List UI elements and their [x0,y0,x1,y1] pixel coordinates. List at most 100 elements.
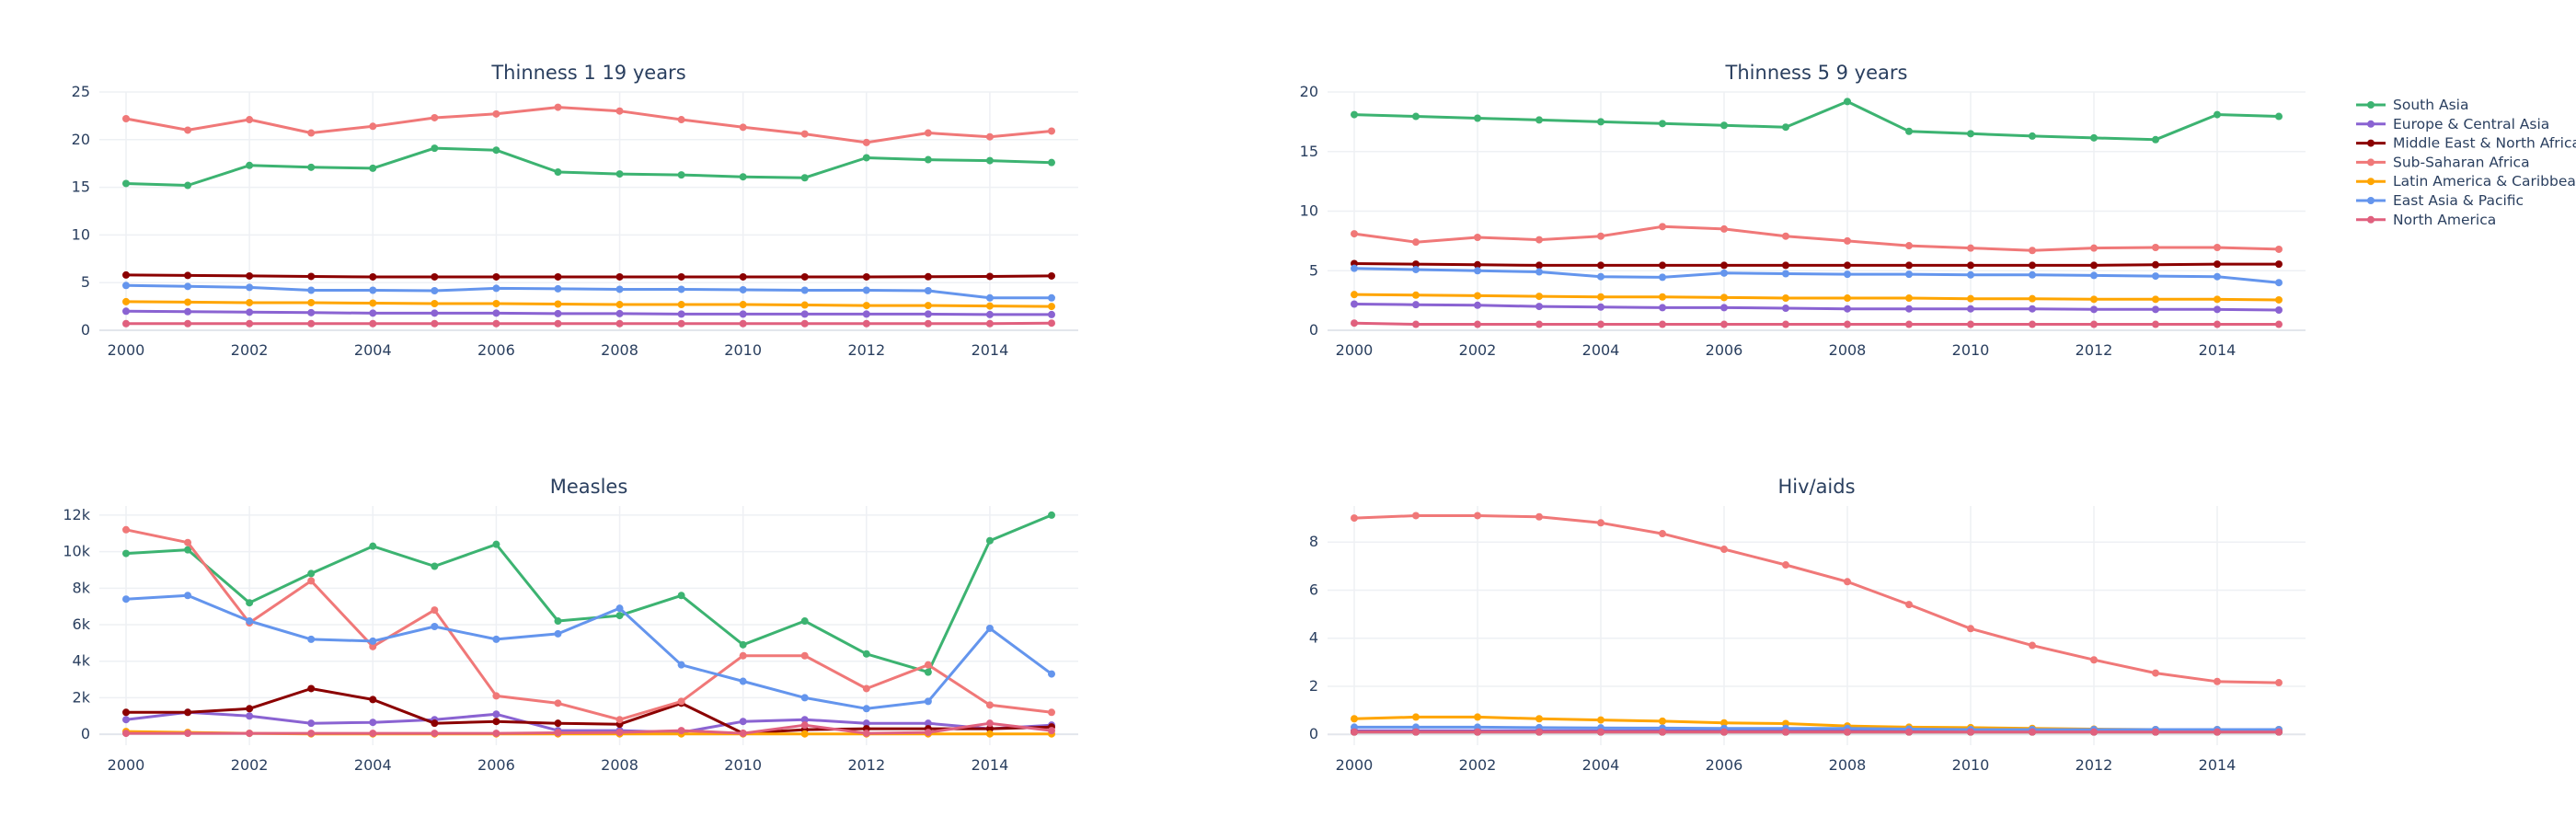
data-point[interactable] [1048,319,1055,328]
data-point[interactable] [1844,261,1851,270]
data-point[interactable] [1844,98,1851,106]
data-point[interactable] [2275,279,2283,287]
data-point[interactable] [862,719,870,728]
data-point[interactable] [1351,715,1358,723]
data-point[interactable] [554,729,562,737]
data-point[interactable] [246,116,254,124]
data-point[interactable] [924,287,932,295]
data-point[interactable] [369,719,377,727]
legend-item-north-america[interactable]: North America [2356,212,2496,228]
series-line[interactable] [1352,725,2281,731]
data-point[interactable] [431,113,439,121]
data-point[interactable] [2152,320,2159,328]
data-point[interactable] [122,525,130,534]
data-point[interactable] [1048,511,1055,519]
data-point[interactable] [1535,512,1543,521]
data-point[interactable] [1351,728,1358,736]
data-point[interactable] [2090,305,2098,314]
series-line[interactable] [1352,321,2281,326]
data-point[interactable] [1905,261,1913,270]
data-point[interactable] [739,272,747,281]
data-point[interactable] [1535,236,1543,244]
data-point[interactable] [2152,272,2159,281]
data-point[interactable] [369,164,377,172]
data-point[interactable] [554,300,562,308]
legend-item-east-asia-pacific[interactable]: East Asia & Pacific [2356,192,2524,209]
data-point[interactable] [1597,519,1604,527]
data-point[interactable] [307,129,316,137]
data-point[interactable] [2152,728,2159,736]
data-point[interactable] [1535,303,1543,311]
data-point[interactable] [1535,320,1543,328]
data-point[interactable] [1659,717,1666,725]
data-point[interactable] [677,727,685,735]
data-point[interactable] [985,132,994,141]
data-point[interactable] [1474,292,1481,300]
data-point[interactable] [985,624,994,632]
data-point[interactable] [739,651,747,660]
data-point[interactable] [985,730,994,738]
series-line[interactable] [124,273,1053,279]
data-point[interactable] [739,285,747,293]
data-point[interactable] [615,272,624,281]
data-point[interactable] [1597,118,1604,126]
data-point[interactable] [1720,261,1728,270]
data-point[interactable] [1659,223,1666,231]
data-point[interactable] [184,730,192,738]
data-point[interactable] [2214,728,2221,736]
data-point[interactable] [1597,261,1604,270]
data-point[interactable] [615,604,624,613]
data-point[interactable] [800,272,809,281]
data-point[interactable] [1412,291,1420,299]
data-point[interactable] [739,730,747,738]
data-point[interactable] [1597,716,1604,724]
data-point[interactable] [431,299,439,307]
data-point[interactable] [184,538,192,546]
data-point[interactable] [492,319,500,328]
data-point[interactable] [1720,546,1728,554]
data-point[interactable] [431,287,439,295]
data-point[interactable] [184,307,192,316]
data-point[interactable] [1659,273,1666,282]
data-point[interactable] [800,716,809,724]
data-point[interactable] [1535,268,1543,276]
data-point[interactable] [1474,233,1481,241]
data-point[interactable] [1048,303,1055,311]
legend-item-sub-saharan-africa[interactable]: Sub-Saharan Africa [2356,154,2530,170]
series-line[interactable] [124,309,1053,316]
data-point[interactable] [1659,320,1666,328]
data-point[interactable] [431,622,439,630]
data-point[interactable] [492,146,500,155]
data-point[interactable] [1844,294,1851,303]
data-point[interactable] [862,650,870,658]
data-point[interactable] [122,307,130,316]
data-point[interactable] [122,549,130,558]
data-point[interactable] [1412,265,1420,273]
data-point[interactable] [1844,728,1851,736]
data-point[interactable] [615,319,624,328]
data-point[interactable] [1967,244,1974,252]
data-point[interactable] [2029,247,2036,255]
data-point[interactable] [122,730,130,738]
data-point[interactable] [2214,305,2221,314]
data-point[interactable] [492,109,500,118]
data-point[interactable] [1967,130,1974,138]
data-point[interactable] [122,708,130,717]
data-point[interactable] [615,107,624,115]
data-point[interactable] [1535,728,1543,736]
data-point[interactable] [2090,656,2098,664]
data-point[interactable] [1412,728,1420,736]
data-point[interactable] [2152,260,2159,269]
data-point[interactable] [2214,320,2221,328]
data-point[interactable] [1967,294,1974,303]
data-point[interactable] [985,293,994,302]
series-line[interactable] [1352,267,2281,284]
data-point[interactable] [122,115,130,123]
data-point[interactable] [1412,238,1420,247]
data-point[interactable] [1474,512,1481,520]
data-point[interactable] [369,272,377,281]
data-point[interactable] [1474,713,1481,721]
data-point[interactable] [1720,269,1728,277]
data-point[interactable] [1782,728,1789,736]
data-point[interactable] [924,729,932,737]
